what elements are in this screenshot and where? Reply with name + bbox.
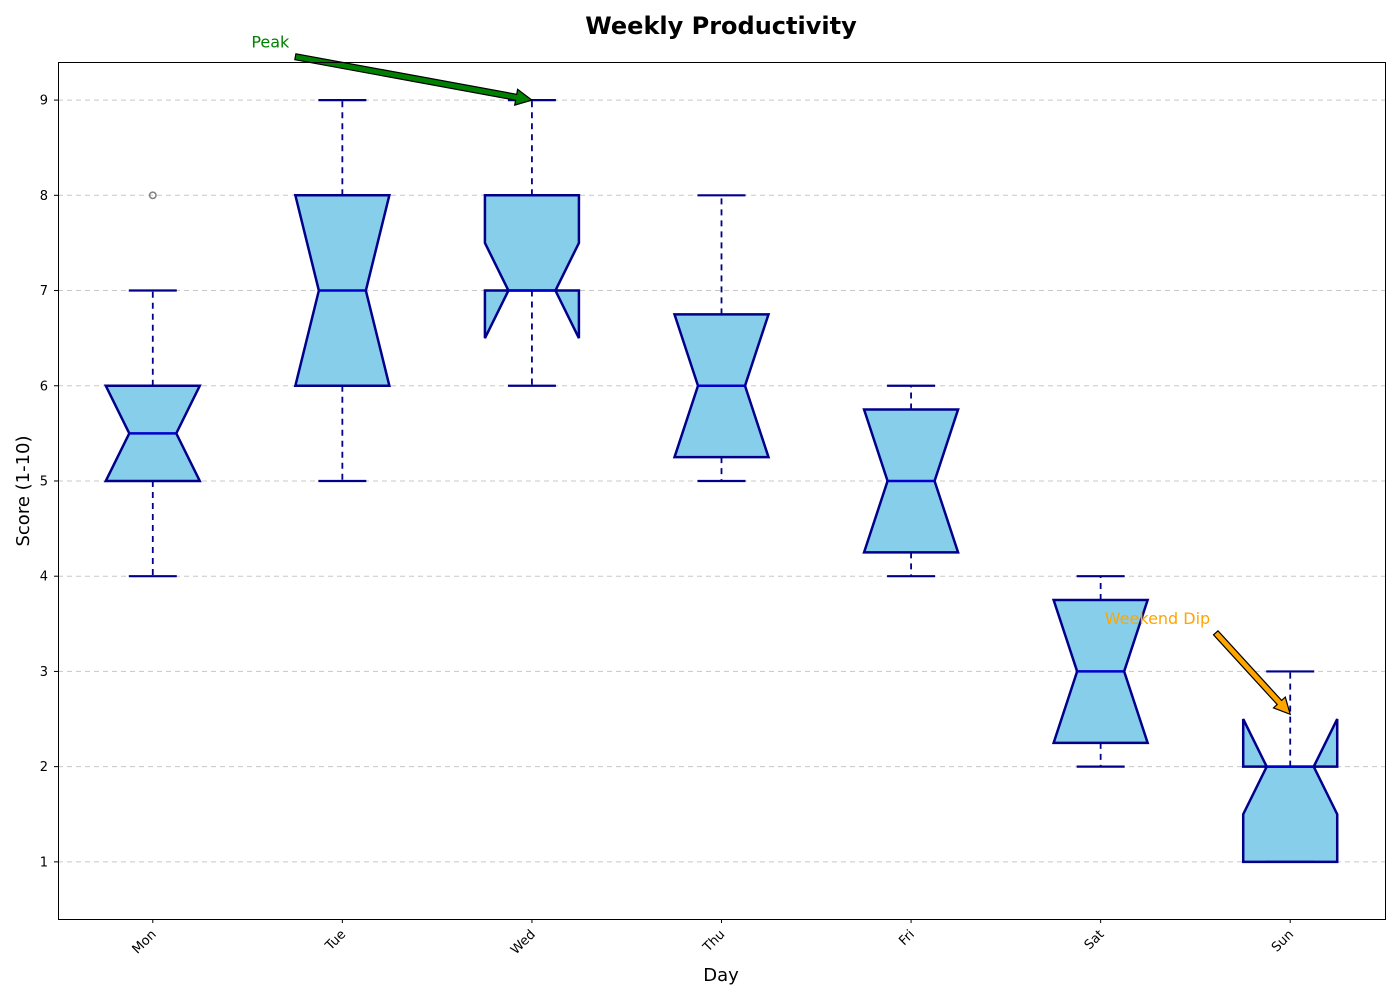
x-tick-label: Wed [508,927,539,958]
y-tick-label: 7 [40,284,48,299]
y-tick-label: 6 [40,379,48,394]
y-tick-label: 4 [40,570,48,585]
y-axis-label: Score (1-10) [13,435,34,546]
box-thu [672,194,771,483]
x-tick-label: Fri [896,927,918,949]
x-tick-label: Mon [130,927,160,957]
chart-title: Weekly Productivity [585,12,857,40]
annotation-text: Peak [251,33,290,52]
box-sun [1241,670,1339,864]
x-tick-label: Thu [700,927,729,956]
annotation-arrow [294,53,534,106]
annotation-weekend-dip: Weekend Dip [1105,609,1292,716]
x-axis-label: Day [703,965,739,986]
annotation-arrow [1212,629,1292,716]
annotation-peak: Peak [251,33,534,106]
y-tick-label: 5 [40,474,48,489]
outlier-point [148,191,157,200]
y-tick-label: 8 [40,189,48,204]
y-tick-label: 1 [40,855,48,870]
box-tue [293,98,391,483]
box-sat [1051,575,1150,768]
box-body [1241,718,1339,864]
y-tick-label: 2 [40,760,48,775]
box-body [483,194,581,339]
box-fri [862,384,960,578]
x-tick-label: Tue [322,927,349,954]
plot-frame [58,62,1386,920]
y-tick-label: 9 [40,94,48,109]
tick-layer: 1 2 3 4 5 6 7 8 9 Mon Tue Wed Thu Fri Sat Sun [40,94,1297,958]
annotation-layer: Peak Weekend Dip [251,33,1292,716]
x-tick-label: Sat [1082,927,1108,953]
y-tick-label: 3 [40,665,48,680]
box-mon [103,191,202,578]
box-layer [103,98,1339,864]
annotation-text: Weekend Dip [1105,609,1210,628]
x-tick-label: Sun [1269,927,1297,955]
box-wed [483,98,581,387]
